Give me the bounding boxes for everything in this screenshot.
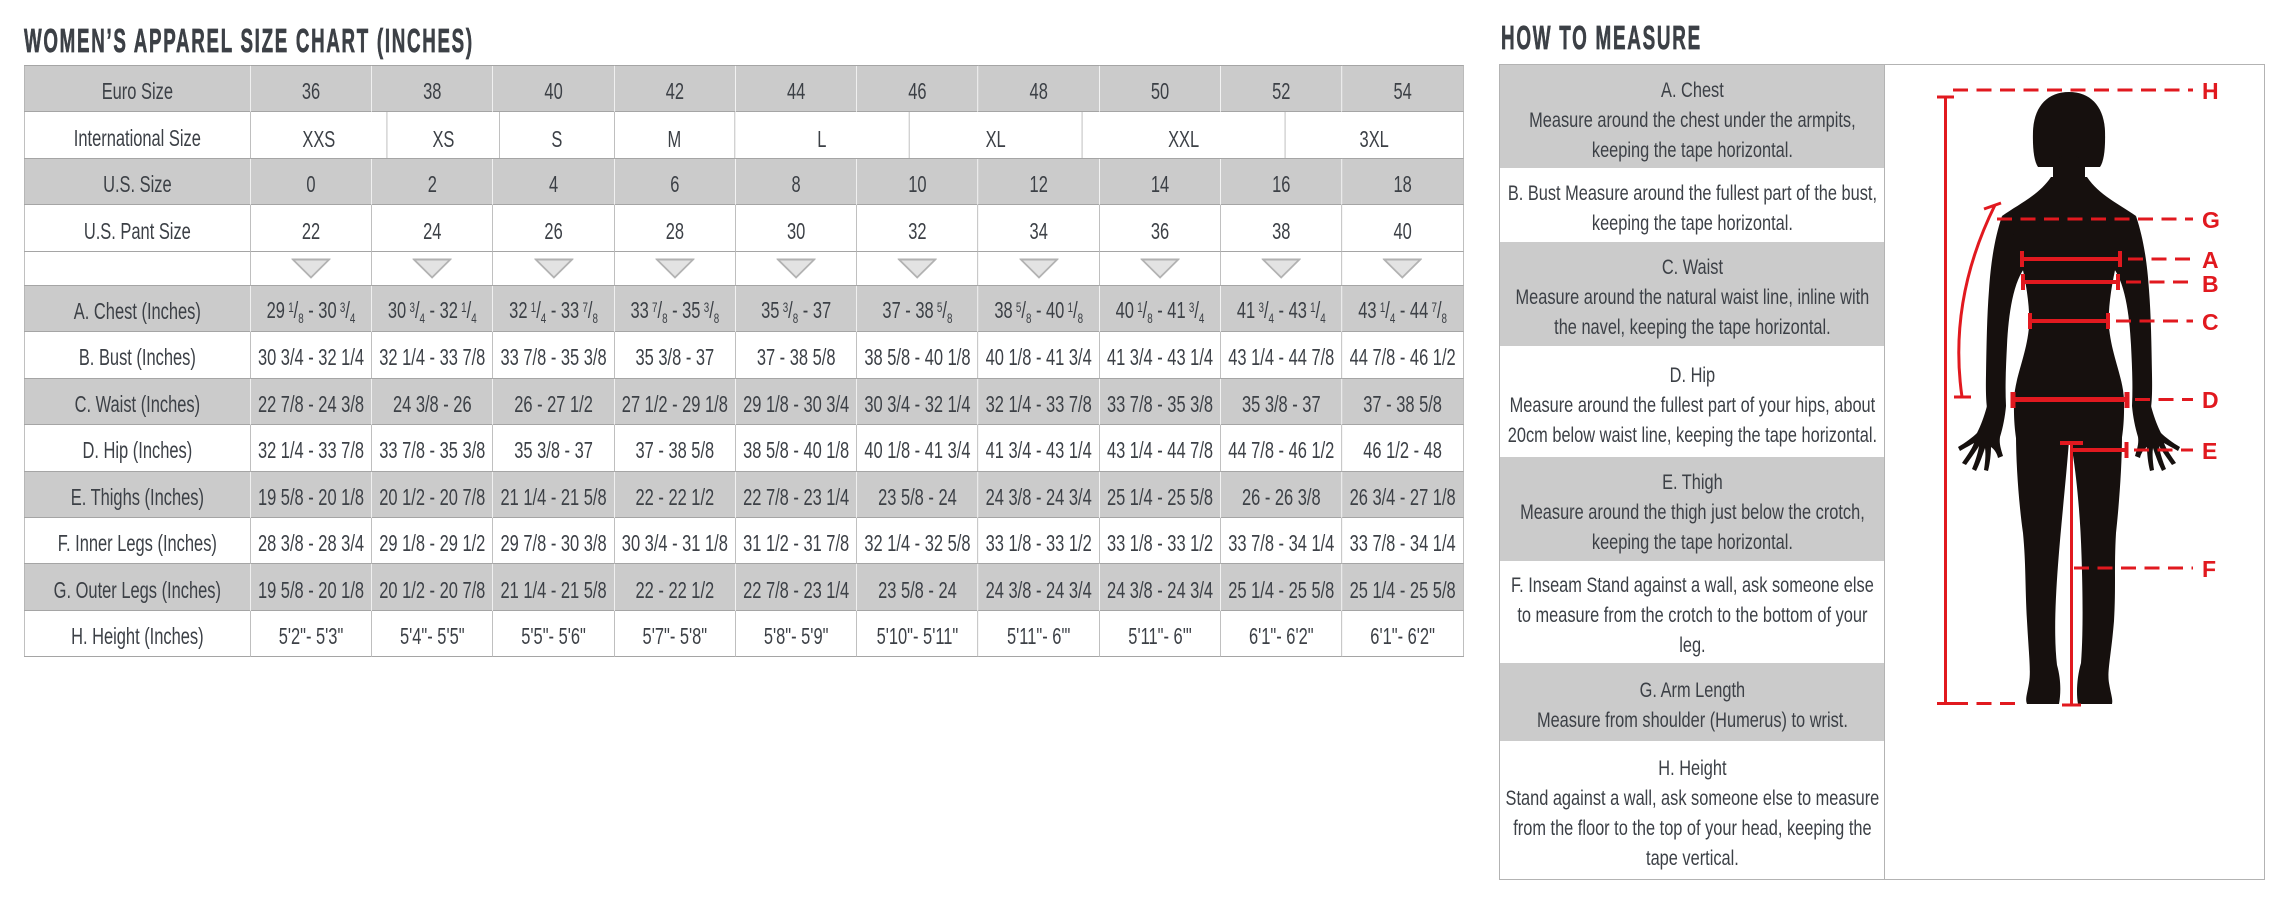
svg-text:E: E — [2202, 438, 2217, 464]
svg-text:B: B — [2202, 271, 2219, 297]
svg-text:F: F — [2202, 556, 2216, 582]
svg-text:D: D — [2202, 387, 2219, 413]
svg-text:G: G — [2202, 207, 2220, 233]
svg-text:A: A — [2202, 247, 2219, 273]
svg-text:H: H — [2202, 78, 2219, 104]
svg-text:C: C — [2202, 309, 2219, 335]
